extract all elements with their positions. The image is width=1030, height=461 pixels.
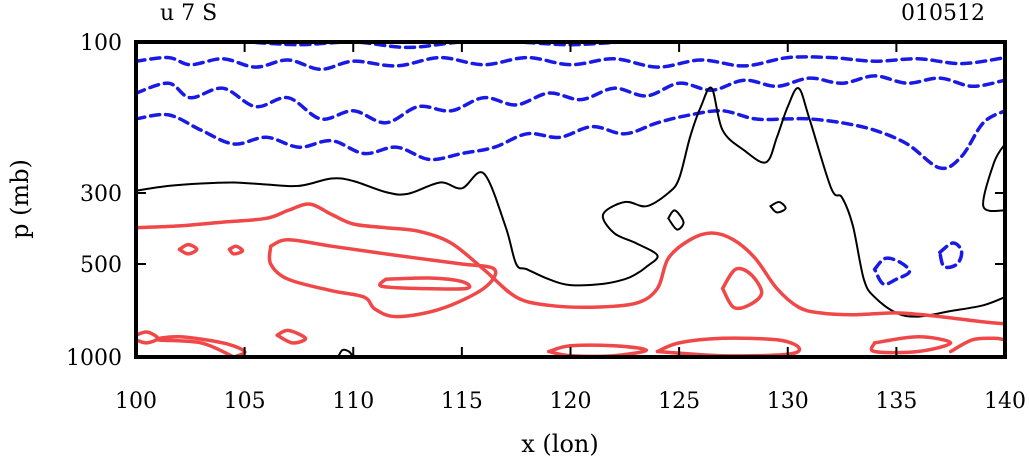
contour-line-zero-surface-0: [337, 348, 355, 357]
x-tick-label: 110: [332, 389, 374, 414]
contour-line-zero-4: [982, 143, 1005, 213]
contour-line-positive-9: [547, 343, 649, 357]
x-tick-label: 125: [658, 389, 700, 414]
contour-line-positive-12: [948, 336, 1005, 354]
contour-series-zero-surface: [337, 348, 355, 357]
x-axis-label: x (lon): [521, 430, 598, 458]
x-tick-label: 140: [984, 389, 1026, 414]
contour-line-positive-2: [378, 276, 472, 291]
x-tick-label: 130: [767, 389, 809, 414]
contour-line-positive-6: [136, 330, 160, 345]
plot-frame: [134, 40, 1007, 359]
y-axis-label: p (mb): [6, 159, 34, 239]
contour-line-negative-1: [136, 55, 1005, 72]
contour-line-positive-4: [227, 244, 245, 256]
contour-line-positive-5: [720, 266, 764, 311]
contour-line-positive-1: [267, 238, 498, 319]
contour-series-zero: [136, 86, 1005, 318]
x-tick-label: 120: [550, 389, 592, 414]
contour-line-positive-3: [177, 242, 199, 256]
contour-series-negative: [136, 42, 1005, 287]
x-tick-label: 135: [875, 389, 917, 414]
contour-line-positive-8: [275, 328, 308, 345]
contour-line-negative-4: [872, 256, 912, 287]
contour-line-zero-2: [769, 200, 787, 214]
contour-series-positive: [136, 202, 1005, 357]
contour-line-negative-3: [136, 108, 1005, 171]
x-axis: 100 105 110 115 120 125 130 135 140: [115, 42, 1026, 414]
chart-title-left: u 7 S: [160, 1, 217, 26]
y-axis: 100 300 500 1000: [66, 31, 1005, 371]
contour-line-zero-3: [667, 209, 685, 231]
x-tick-label: 115: [441, 389, 483, 414]
contour-line-negative-2: [136, 74, 1005, 125]
contour-line-zero-0: [136, 86, 1005, 318]
y-tick-label: 300: [80, 182, 122, 207]
x-tick-label: 105: [224, 389, 266, 414]
y-tick-label: 500: [80, 253, 122, 278]
contour-line-positive-7: [155, 334, 247, 357]
y-tick-label: 100: [80, 31, 122, 56]
contour-line-negative-5: [938, 241, 964, 270]
contour-line-positive-0: [136, 202, 1005, 326]
chart-title-right: 010512: [901, 1, 985, 26]
x-tick-label: 100: [115, 389, 157, 414]
contour-layers: [136, 42, 1005, 357]
contour-line-positive-11: [869, 335, 953, 355]
y-tick-label: 1000: [66, 346, 122, 371]
